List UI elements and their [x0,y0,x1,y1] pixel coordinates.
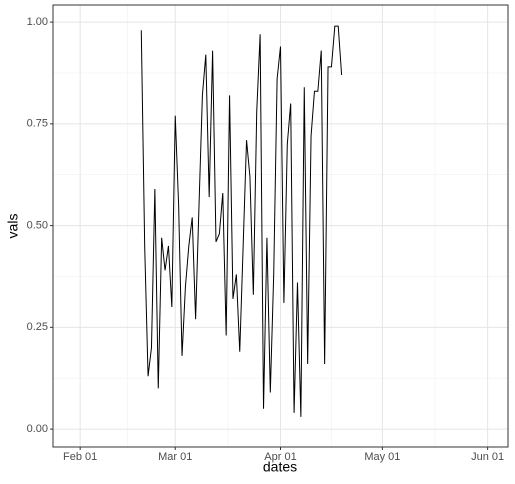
x-tick-label: May 01 [364,451,400,463]
x-tick-label: Feb 01 [63,451,97,463]
x-tick-label: Jun 01 [471,451,504,463]
y-tick-label: 0.75 [27,118,48,130]
y-tick-label: 0.50 [27,219,48,231]
y-tick-label: 0.00 [27,423,48,435]
y-tick-label: 0.25 [27,321,48,333]
x-tick-label: Apr 01 [264,451,296,463]
data-line [140,25,343,417]
x-axis-title: dates [263,459,297,475]
y-tick-label: 1.00 [27,16,48,28]
y-axis-title: vals [5,214,21,239]
panel-border [52,4,509,448]
x-tick-label: Mar 01 [158,451,192,463]
